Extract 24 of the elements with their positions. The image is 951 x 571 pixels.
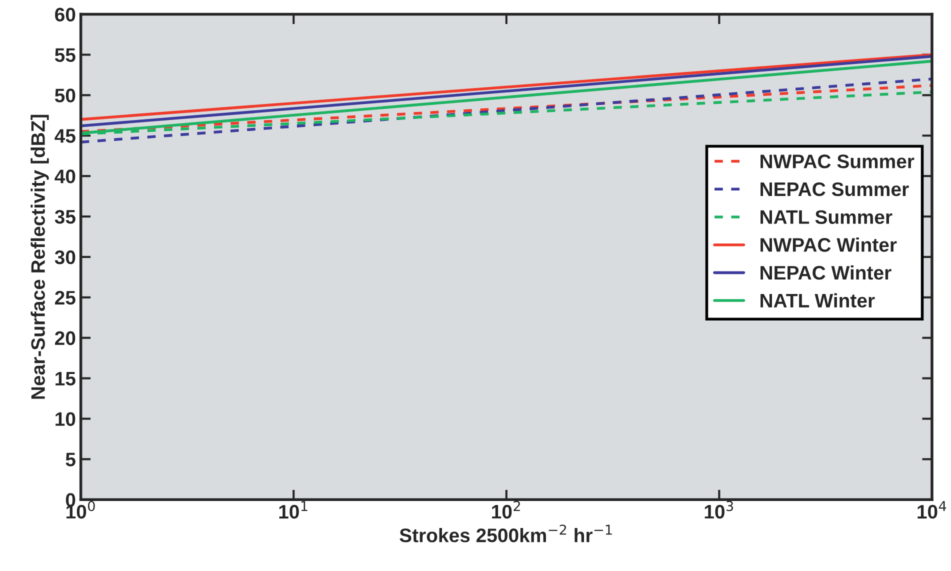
y-tick-label: 50 xyxy=(54,88,76,102)
x-tick-label: 10$^{1}$ xyxy=(279,501,308,519)
y-axis-title: Near-Surface Reflectivity [dBZ] xyxy=(30,114,49,399)
y-tick-label: 15 xyxy=(56,372,76,386)
x-tick-label: 10$^{2}$ xyxy=(492,500,520,519)
legend-label: NEPAC Winter xyxy=(760,265,892,280)
legend-label: NATL Summer xyxy=(760,210,892,224)
legend-label: NWPAC Summer xyxy=(760,154,914,168)
y-tick-label: 25 xyxy=(55,290,76,305)
y-tick-label: 45 xyxy=(54,129,76,143)
y-tick-label: 40 xyxy=(54,170,76,184)
y-tick-label: 55 xyxy=(54,48,76,62)
y-tick-label: 10 xyxy=(56,412,76,426)
y-tick-label: 20 xyxy=(55,331,76,346)
legend-label: NATL Winter xyxy=(760,293,875,308)
y-tick-label: 5 xyxy=(66,452,76,466)
y-tick-label: 60 xyxy=(55,8,76,22)
y-tick-label: 30 xyxy=(54,250,76,264)
y-tick-label: 35 xyxy=(54,210,76,224)
x-tick-label: 10$^{4}$ xyxy=(918,501,946,519)
legend-label: NWPAC Winter xyxy=(760,238,897,252)
x-axis-title: Strokes 2500km$^{−2}$ hr$^{−1}$ xyxy=(400,524,612,542)
legend-label: NEPAC Summer xyxy=(760,182,909,196)
x-tick-label: 10$^{3}$ xyxy=(704,500,734,519)
